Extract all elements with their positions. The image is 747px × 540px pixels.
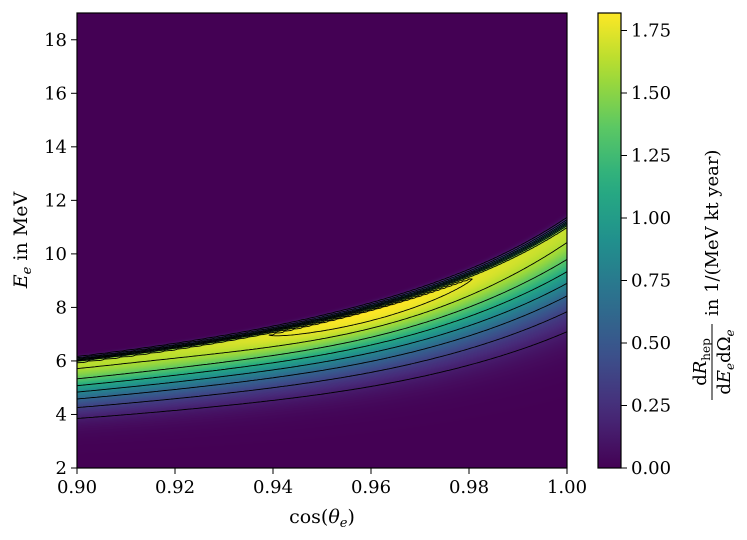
colorbar-tick-label: 0.75 [631,271,671,292]
heatmap-image [77,13,567,468]
colorbar: 0.00 0.25 0.50 0.75 1.00 1.25 1.50 1.75 [597,12,671,479]
contour-lines [77,216,567,419]
x-tick-label: 0.98 [449,477,489,498]
colorbar-tick-label: 0.00 [631,458,671,479]
plot-area [76,12,568,469]
y-tick-label: 12 [44,190,67,211]
y-tick-label: 18 [44,30,67,51]
x-tick-label: 0.96 [351,477,391,498]
contour-level-0 [77,216,567,419]
x-axis: 0.90 0.92 0.94 0.96 0.98 1.00 [57,468,587,498]
y-axis-label: Ee in MeV [10,192,35,290]
colorbar-tick-label: 1.25 [631,146,671,167]
y-tick-label: 6 [56,351,67,372]
svg-text:dEedΩe: dEedΩe [714,329,737,394]
contour-level-1 [77,219,567,409]
y-tick-label: 8 [56,297,67,318]
x-tick-label: 0.90 [57,477,97,498]
colorbar-fill [598,13,621,468]
svg-text:in 1/(MeV kt year): in 1/(MeV kt year) [702,150,723,316]
colorbar-tick-label: 0.25 [631,396,671,417]
x-tick-label: 1.00 [547,477,587,498]
x-axis-label: cos(θe) [289,506,355,531]
svg-text:dRhep: dRhep [690,338,713,386]
colorbar-tick-label: 1.50 [631,83,671,104]
y-axis: 2 4 6 8 10 12 14 16 18 [44,30,77,479]
y-tick-label: 4 [56,404,67,425]
colorbar-label: dRhep dEedΩe in 1/(MeV kt year) [690,150,737,400]
colorbar-tick-label: 0.50 [631,333,671,354]
colorbar-tick-label: 1.75 [631,21,671,42]
svg-text:Ee in MeV: Ee in MeV [10,192,35,290]
colorbar-frame [597,12,622,469]
plot-frame [76,12,568,469]
y-tick-label: 10 [44,244,67,265]
contour-level-4 [77,223,567,387]
contour-level-2 [77,221,567,400]
colorbar-ticks: 0.00 0.25 0.50 0.75 1.00 1.25 1.50 1.75 [621,21,671,479]
y-tick-label: 14 [44,137,67,158]
y-tick-label: 16 [44,83,67,104]
x-tick-label: 0.94 [253,477,293,498]
x-tick-label: 0.92 [155,477,195,498]
contour-level-5 [77,225,567,380]
y-tick-label: 2 [56,458,67,479]
contour-level-6 [77,227,567,370]
colorbar-tick-label: 1.00 [631,208,671,229]
contour-level-7 [268,278,473,337]
